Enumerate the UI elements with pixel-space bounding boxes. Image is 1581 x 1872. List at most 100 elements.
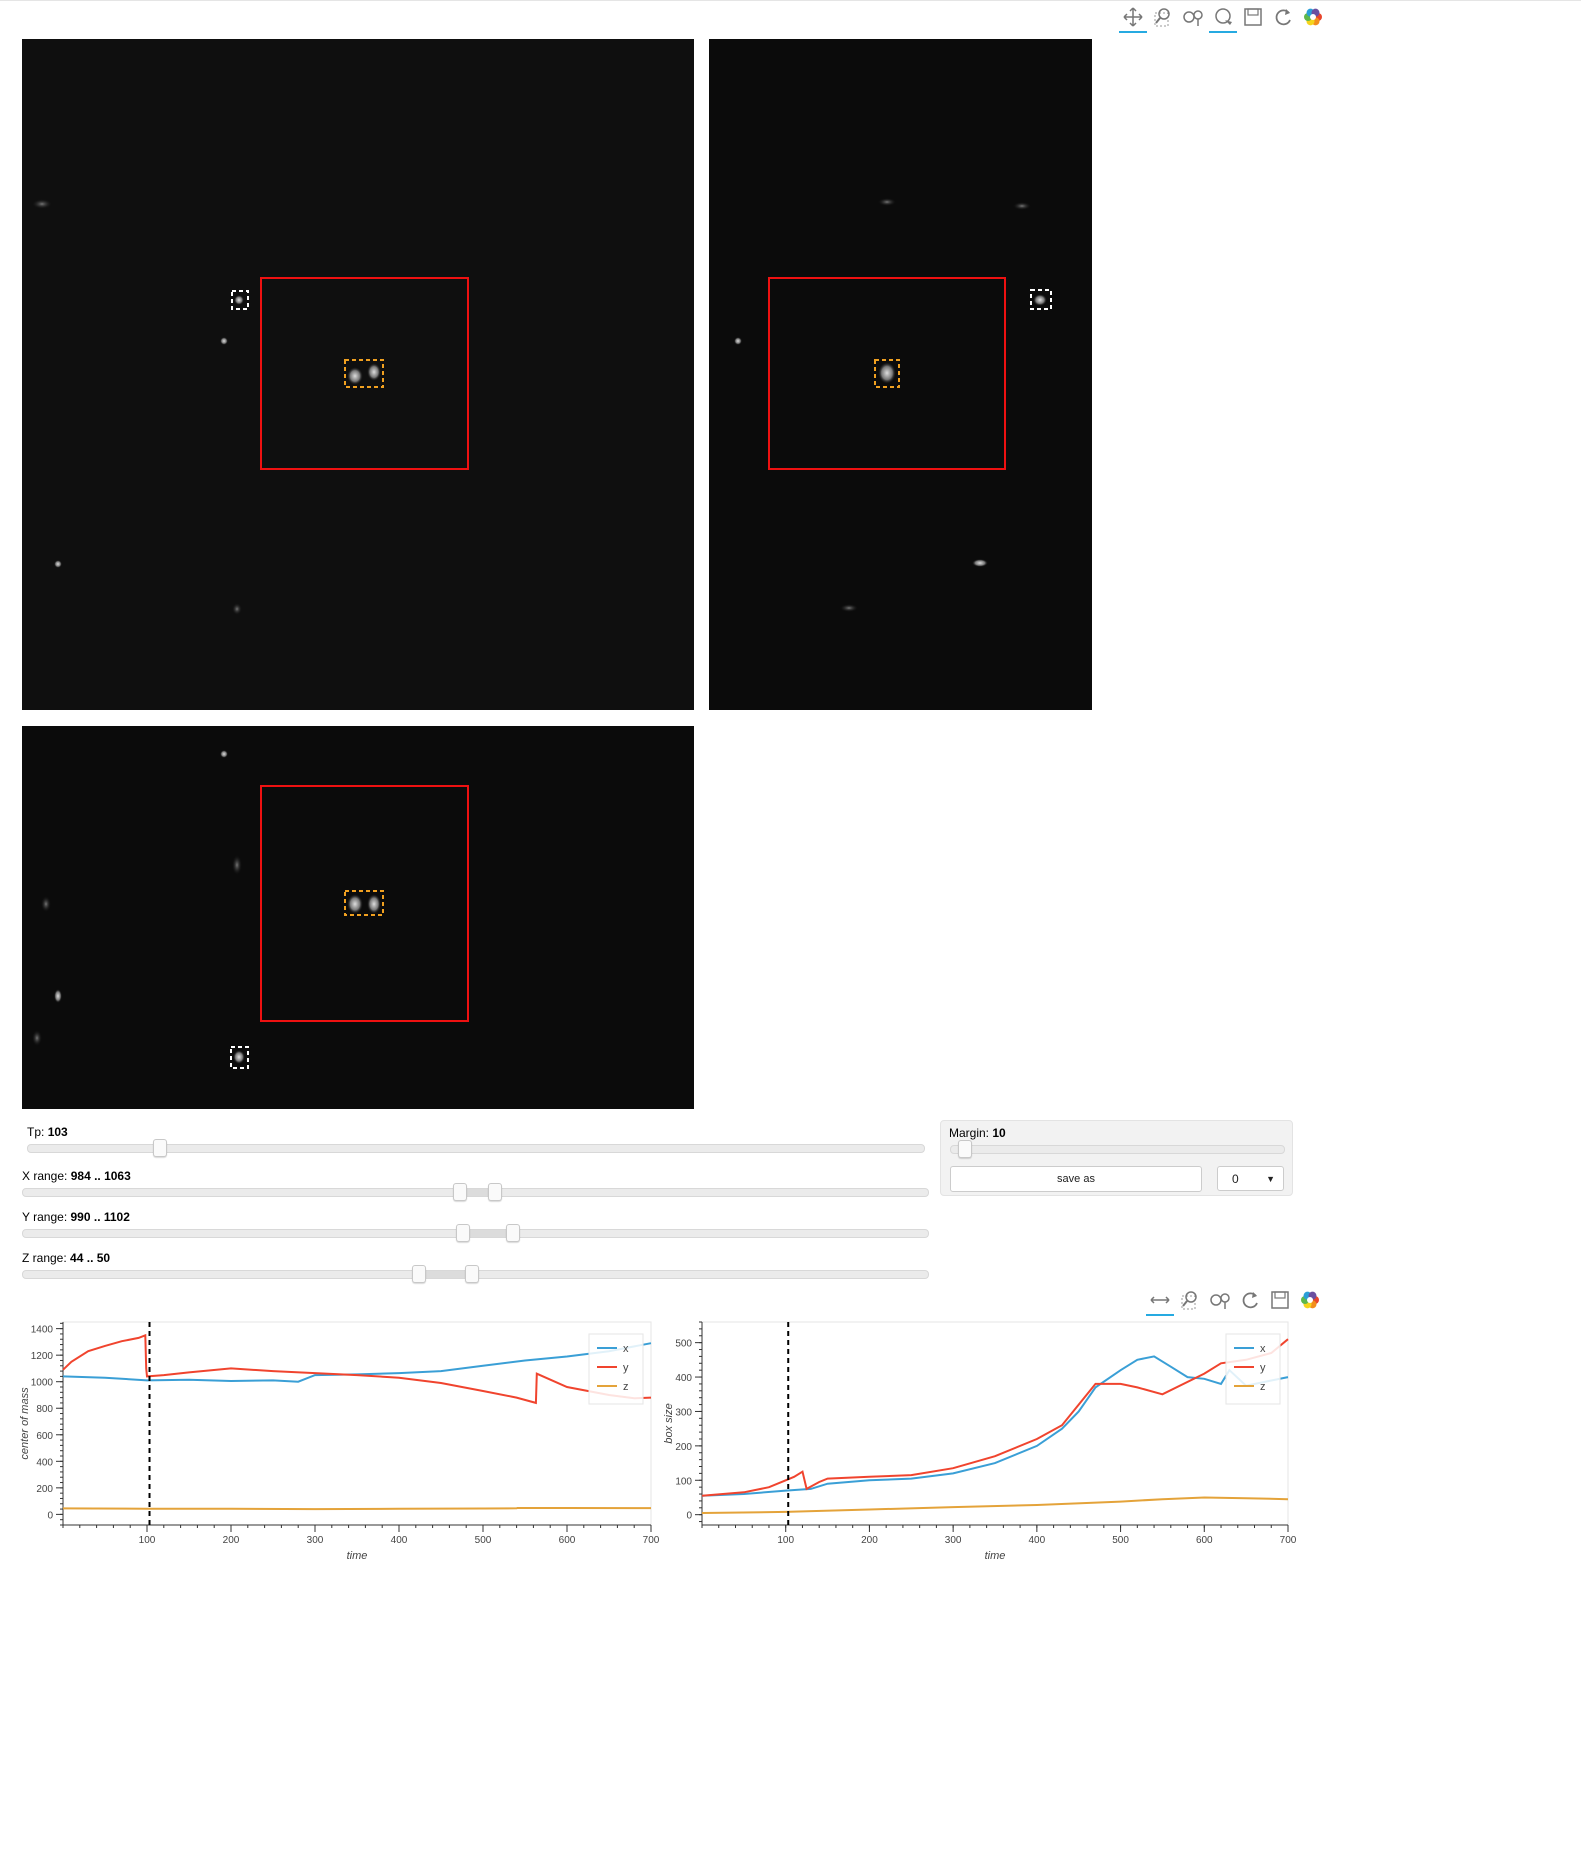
selected-cell-box[interactable] <box>874 359 900 388</box>
tp-slider[interactable] <box>27 1139 925 1157</box>
x-tick-label: 600 <box>1196 1535 1213 1546</box>
y-tick-label: 1000 <box>31 1378 54 1389</box>
y-tick-label: 100 <box>675 1476 692 1487</box>
cell-blob <box>32 199 52 209</box>
legend-label-x[interactable]: x <box>1260 1343 1266 1355</box>
plot-frame <box>62 1321 652 1526</box>
xy-image-panel[interactable] <box>22 39 694 710</box>
y-axis-label: center of mass <box>19 1387 31 1460</box>
y-range-slider[interactable] <box>22 1224 929 1242</box>
legend-label-z[interactable]: z <box>1260 1381 1266 1393</box>
cell-blob <box>41 896 51 912</box>
series-line-y <box>701 1338 1289 1497</box>
selected-cell-box[interactable] <box>344 890 384 916</box>
y-tick-label: 800 <box>36 1404 53 1415</box>
plot-frame <box>701 1321 1289 1526</box>
zy-image-panel[interactable] <box>709 39 1092 710</box>
other-cell-box[interactable] <box>1030 289 1052 310</box>
xpan-icon[interactable] <box>1146 1289 1174 1316</box>
other-cell-box[interactable] <box>230 1046 249 1069</box>
z-range-handle-low[interactable] <box>411 1265 426 1283</box>
save-icon[interactable] <box>1242 6 1264 28</box>
y-range-handle-high[interactable] <box>505 1224 520 1242</box>
bokeh-logo-icon-glyph <box>1304 8 1322 26</box>
tp-value: 103 <box>47 1125 68 1139</box>
chevron-down-icon: ▼ <box>1266 1173 1275 1184</box>
y-tick-label: 400 <box>36 1457 53 1468</box>
x-range-slider[interactable] <box>22 1183 929 1201</box>
cell-blob <box>367 894 381 914</box>
x-tick-label: 200 <box>223 1535 240 1546</box>
cell-blob <box>1033 294 1047 306</box>
box-zoom-icon-glyph <box>1181 1291 1197 1310</box>
margin-slider[interactable] <box>950 1140 1285 1158</box>
legend-box <box>588 1333 644 1405</box>
other-cell-box[interactable] <box>231 290 249 310</box>
cell-blob <box>878 362 896 384</box>
frame-select[interactable]: 0 ▼ <box>1217 1166 1284 1191</box>
pan-icon[interactable] <box>1119 6 1147 33</box>
box-size-chart[interactable]: 100 200 300 400 500 600 700 0 100 200 300 400 500 tim… <box>660 1312 1300 1872</box>
xy-image-canvas[interactable] <box>22 39 694 710</box>
xz-image-panel[interactable] <box>22 726 694 1109</box>
zy-image-canvas[interactable] <box>709 39 1092 710</box>
x-tick-label: 400 <box>1029 1535 1046 1546</box>
legend-label-x[interactable]: x <box>623 1343 629 1355</box>
cell-blob <box>347 894 363 914</box>
box-zoom-icon[interactable] <box>1179 1289 1201 1311</box>
reset-icon[interactable] <box>1272 6 1294 28</box>
reset-icon[interactable] <box>1239 1289 1261 1311</box>
selected-cell-box[interactable] <box>344 359 384 388</box>
cell-blob <box>972 559 988 567</box>
roi-box[interactable] <box>260 277 469 470</box>
z-range-label: Z range: 44 .. 50 <box>22 1251 110 1265</box>
bokeh-logo-icon[interactable] <box>1299 1289 1321 1311</box>
tp-label: Tp: <box>27 1125 45 1139</box>
xz-image-canvas[interactable] <box>22 726 694 1109</box>
box-zoom-icon-glyph <box>1154 8 1170 27</box>
tp-slider-handle[interactable] <box>152 1139 167 1157</box>
cell-blob <box>232 603 242 615</box>
frame-select-value: 0 <box>1232 1171 1239 1186</box>
y-range-fill <box>461 1230 512 1237</box>
lasso-icon[interactable] <box>1209 6 1237 33</box>
x-tick-label: 300 <box>945 1535 962 1546</box>
bokeh-logo-icon[interactable] <box>1302 6 1324 28</box>
save-as-button[interactable]: save as <box>950 1166 1202 1192</box>
legend-label-y[interactable]: y <box>623 1362 629 1374</box>
z-range-fill <box>417 1271 471 1278</box>
wheel-zoom-icon[interactable] <box>1209 1289 1231 1311</box>
y-tick-label: 300 <box>675 1407 692 1418</box>
z-range-handle-high[interactable] <box>464 1265 479 1283</box>
margin-slider-label: Margin: 10 <box>949 1126 1006 1140</box>
y-tick-label: 0 <box>686 1511 692 1522</box>
legend-label-y[interactable]: y <box>1260 1362 1266 1374</box>
y-tick-label: 500 <box>675 1339 692 1350</box>
y-tick-label: 1400 <box>31 1325 54 1336</box>
roi-box[interactable] <box>768 277 1006 470</box>
wheel-zoom-icon[interactable] <box>1182 6 1204 28</box>
z-range-slider[interactable] <box>22 1265 929 1283</box>
x-range-handle-low[interactable] <box>453 1183 468 1201</box>
y-tick-label: 400 <box>675 1373 692 1384</box>
legend-label-z[interactable]: z <box>623 1381 629 1393</box>
box-zoom-icon[interactable] <box>1152 6 1174 28</box>
chart-toolbar <box>1146 1289 1321 1316</box>
y-range-value: 990 .. 1102 <box>70 1210 130 1224</box>
cell-blob <box>220 337 228 345</box>
y-range-handle-low[interactable] <box>455 1224 470 1242</box>
z-range-value: 44 .. 50 <box>70 1251 111 1265</box>
xpan-icon-glyph <box>1150 1296 1170 1304</box>
x-tick-label: 400 <box>391 1535 408 1546</box>
margin-slider-handle[interactable] <box>958 1140 973 1158</box>
center-of-mass-chart[interactable]: 100 200 300 400 500 600 700 0 200 400 600 800 1000 12… <box>0 1312 660 1872</box>
x-range-label-text: X range: <box>22 1169 68 1183</box>
series-line-z <box>62 1507 652 1511</box>
roi-box[interactable] <box>260 785 469 1022</box>
series-line-z <box>701 1496 1289 1514</box>
x-range-value: 984 .. 1063 <box>70 1169 131 1183</box>
cell-blob <box>878 198 896 206</box>
x-range-label: X range: 984 .. 1063 <box>22 1169 131 1183</box>
x-range-handle-high[interactable] <box>487 1183 502 1201</box>
save-icon[interactable] <box>1269 1289 1291 1311</box>
